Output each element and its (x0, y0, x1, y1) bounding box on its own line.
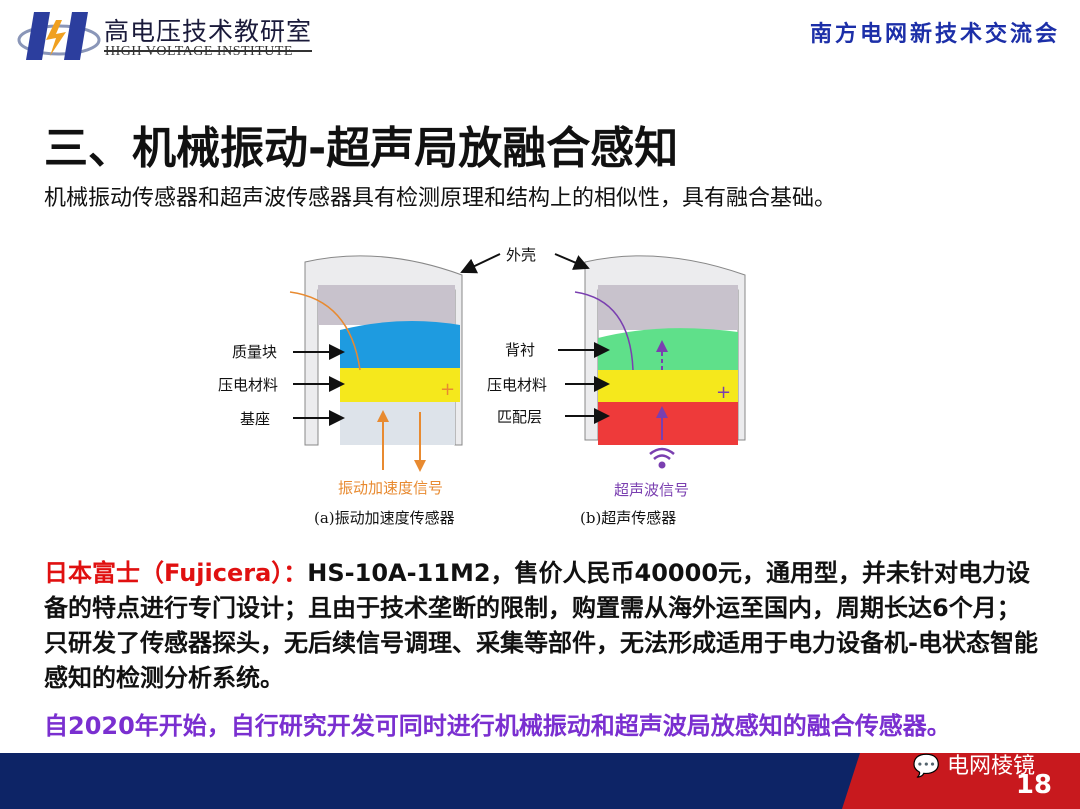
logo-text-cn: 高电压技术教研室 (104, 12, 313, 52)
label-mass: 质量块 (232, 343, 277, 361)
vibration-signal-label: 振动加速度信号 (338, 479, 443, 497)
watermark: 💬 电网棱镜 (913, 748, 1035, 780)
logo-text-en: HIGH VOLTAGE INSTITUTE (105, 44, 293, 59)
matching-layer (598, 402, 738, 445)
piezo-layer-b (598, 370, 738, 402)
institute-logo-icon (17, 12, 101, 60)
slide-title: 三、机械振动-超声局放融合感知 (44, 123, 679, 174)
watermark-text: 电网棱镜 (946, 754, 1035, 779)
ultrasonic-signal-label: 超声波信号 (614, 481, 689, 499)
wifi-signal-icon (649, 447, 675, 469)
label-base: 基座 (240, 410, 270, 428)
label-piezo-b: 压电材料 (487, 376, 547, 394)
shell-label: 外壳 (506, 246, 536, 264)
paragraph-body: HS-10A-11M2，售价人民币40000元，通用型，并未针对电力设备的特点进… (44, 559, 1038, 692)
page-number: 18 (1015, 770, 1052, 800)
base-layer (340, 402, 455, 445)
caption-b: (b)超声传感器 (580, 509, 676, 527)
footer-accent (842, 753, 1080, 809)
vibration-sensor-drawing: + (289, 255, 463, 472)
label-matching: 匹配层 (497, 408, 542, 426)
fujicera-paragraph: 日本富士（Fujicera）：HS-10A-11M2，售价人民币40000元，通… (44, 556, 1044, 696)
sensor-diagram: + + 外壳 质量块 压电材料 (218, 246, 746, 527)
piezo-layer-a (340, 368, 460, 402)
label-piezo-a: 压电材料 (218, 376, 278, 394)
caption-a: (a)振动加速度传感器 (314, 509, 455, 527)
svg-text:+: + (716, 382, 731, 403)
label-backing: 背衬 (505, 341, 535, 359)
svg-text:+: + (440, 379, 455, 400)
backing-layer (598, 328, 738, 372)
ultrasonic-sensor-drawing: + (574, 255, 746, 469)
mass-block (340, 321, 460, 370)
wechat-icon: 💬 (912, 754, 940, 779)
paragraph-lead: 日本富士（Fujicera）： (44, 559, 308, 587)
slide-subtitle: 机械振动传感器和超声波传感器具有检测原理和结构上的相似性，具有融合基础。 (44, 186, 837, 211)
conference-name: 南方电网新技术交流会 (809, 21, 1060, 47)
conclusion-text: 自2020年开始，自行研究开发可同时进行机械振动和超声波局放感知的融合传感器。 (44, 712, 951, 740)
